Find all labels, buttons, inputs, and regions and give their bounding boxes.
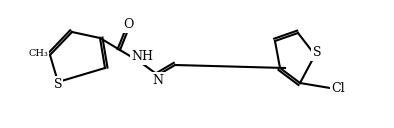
Text: O: O — [123, 19, 133, 31]
Text: Cl: Cl — [331, 82, 345, 94]
Text: CH₃: CH₃ — [28, 49, 48, 57]
Text: S: S — [54, 77, 62, 90]
Text: N: N — [152, 73, 164, 87]
Text: NH: NH — [131, 51, 153, 63]
Text: S: S — [313, 46, 321, 60]
